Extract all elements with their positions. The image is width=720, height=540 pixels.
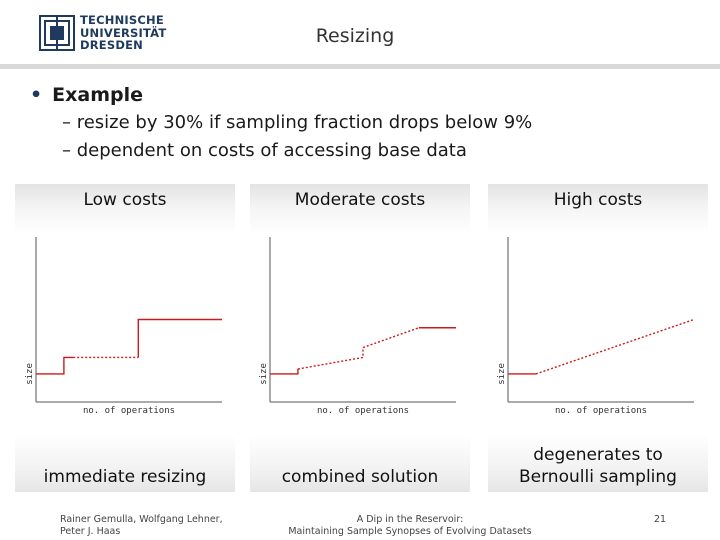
- footer-line: A Dip in the Reservoir:: [356, 514, 464, 525]
- slide-title: Resizing: [315, 25, 395, 47]
- sub-bullet: – resize by 30% if sampling fraction dro…: [62, 112, 533, 133]
- bullet-icon: •: [30, 84, 43, 106]
- column-caption: combined solution: [250, 434, 470, 492]
- chart-high-costs: size no. of operations: [497, 237, 695, 416]
- bullet-text: Example: [52, 84, 144, 106]
- main-bullet: • Example: [30, 84, 143, 106]
- footer-line: Maintaining Sample Synopses of Evolving …: [288, 526, 532, 537]
- y-axis-label: size: [259, 363, 269, 385]
- series-line-solid: [36, 356, 74, 375]
- column-heading-text: Moderate costs: [294, 190, 426, 210]
- series-line-solid-high: [137, 318, 222, 358]
- caption-text: immediate resizing: [43, 467, 207, 487]
- university-seal-icon: [39, 15, 75, 51]
- footer-line: Rainer Gemulla, Wolfgang Lehner,: [60, 514, 223, 525]
- caption-text: combined solution: [281, 467, 439, 487]
- column-heading: Moderate costs: [250, 184, 470, 234]
- x-axis-label: no. of operations: [83, 406, 175, 416]
- column-heading-text: Low costs: [83, 190, 167, 210]
- y-axis-label: size: [25, 363, 35, 385]
- x-axis-label: no. of operations: [317, 406, 409, 416]
- logo-line: UNIVERSITÄT: [80, 25, 167, 40]
- column-heading: High costs: [488, 184, 708, 234]
- column-caption: degenerates to Bernoulli sampling: [488, 434, 708, 492]
- y-axis-label: size: [497, 363, 507, 385]
- series-line-dashed: [535, 318, 695, 375]
- footer-talk-title: A Dip in the Reservoir: Maintaining Samp…: [260, 514, 560, 538]
- header-divider: [0, 64, 720, 69]
- column-heading: Low costs: [15, 184, 235, 234]
- series-line-dashed-1: [297, 347, 364, 370]
- series-line-solid: [270, 369, 299, 375]
- chart-moderate-costs: size no. of operations: [259, 237, 456, 416]
- caption-text: degenerates to Bernoulli sampling: [519, 445, 677, 487]
- footer-line: Peter J. Haas: [60, 526, 121, 537]
- logo-line: DRESDEN: [80, 38, 143, 52]
- sub-bullet: – dependent on costs of accessing base d…: [62, 140, 467, 161]
- series-line-dashed-2: [362, 327, 420, 349]
- footer-authors: Rainer Gemulla, Wolfgang Lehner, Peter J…: [60, 514, 223, 538]
- column-caption: immediate resizing: [15, 434, 235, 492]
- column-heading-text: High costs: [553, 190, 643, 210]
- tu-dresden-logo: TECHNISCHE UNIVERSITÄT DRESDEN: [38, 14, 166, 54]
- page-number: 21: [653, 514, 667, 525]
- chart-low-costs: size no. of operations: [25, 237, 222, 416]
- x-axis-label: no. of operations: [555, 406, 647, 416]
- logo-line: TECHNISCHE: [80, 13, 164, 27]
- logo-wordmark: TECHNISCHE UNIVERSITÄT DRESDEN: [80, 14, 166, 52]
